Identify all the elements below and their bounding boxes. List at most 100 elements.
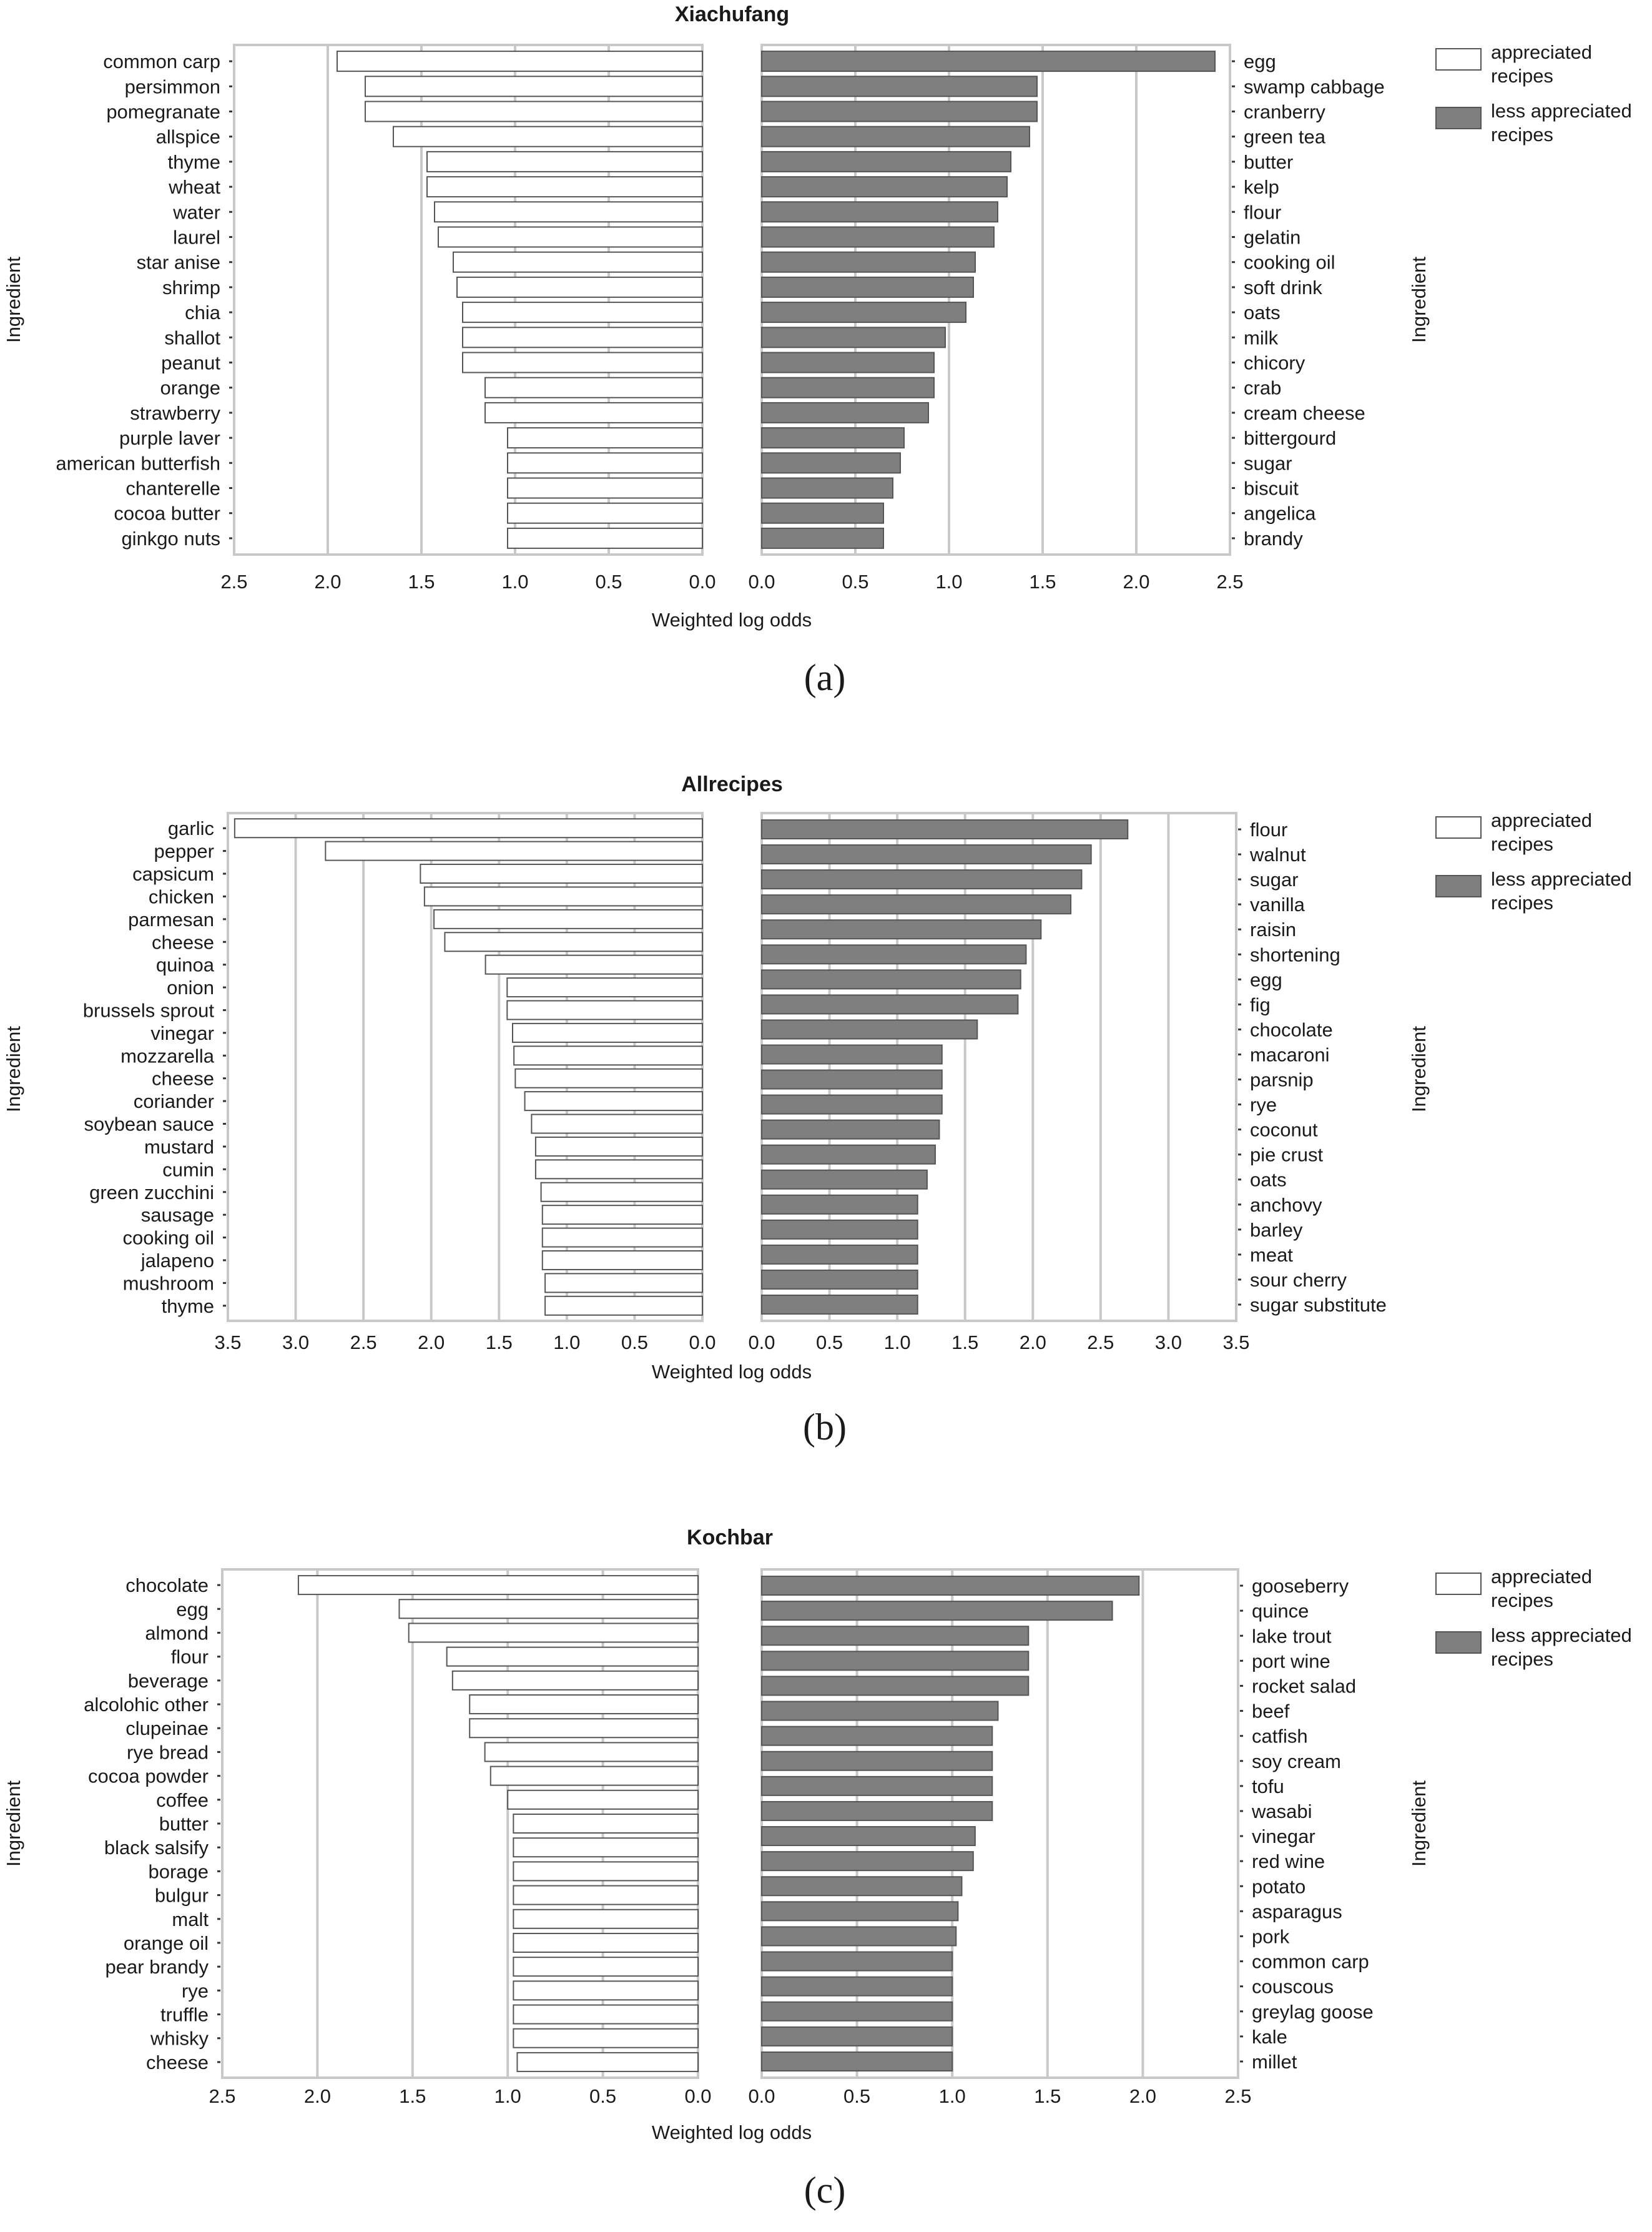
bar-less-appreciated: [761, 1926, 957, 1947]
bar-appreciated: [484, 377, 703, 398]
bar-less-appreciated: [761, 2051, 953, 2072]
legend-label-less-appreciated: recipes: [1491, 124, 1553, 146]
category-label: peanut: [161, 352, 220, 374]
category-label: vanilla: [1250, 894, 1305, 916]
bar-appreciated: [337, 51, 703, 72]
plot-frame-less-appreciated: [760, 1568, 1239, 2079]
bar-less-appreciated: [761, 126, 1030, 147]
bar-appreciated: [484, 1742, 699, 1762]
category-label: soybean sauce: [84, 1114, 214, 1135]
bar-appreciated: [469, 1694, 699, 1715]
category-label: chicken: [149, 886, 214, 907]
category-label: angelica: [1244, 503, 1316, 525]
category-label: butter: [1244, 151, 1293, 173]
category-label: sausage: [141, 1204, 214, 1226]
bar-appreciated: [513, 1932, 699, 1953]
bar-less-appreciated: [761, 276, 974, 298]
category-label: raisin: [1250, 919, 1296, 941]
bar-less-appreciated: [761, 1826, 976, 1847]
bar-less-appreciated: [761, 226, 995, 248]
category-label: cheese: [146, 2052, 209, 2073]
category-label: soy cream: [1252, 1751, 1341, 1772]
bar-appreciated: [516, 2052, 699, 2072]
x-tick-label: 1.5: [408, 571, 435, 593]
bar-less-appreciated: [761, 969, 1021, 990]
bar-less-appreciated: [761, 151, 1011, 172]
bar-less-appreciated: [761, 1269, 918, 1290]
bar-appreciated: [513, 2028, 699, 2048]
bar-less-appreciated: [761, 477, 893, 499]
category-label: allspice: [156, 126, 220, 148]
x-tick-label: 2.5: [209, 2085, 235, 2107]
bar-appreciated: [513, 1957, 699, 1977]
x-tick-label: 0.5: [621, 1331, 648, 1353]
category-label: sugar: [1244, 452, 1292, 474]
category-label: oats: [1244, 302, 1281, 323]
x-tick-label: 1.5: [399, 2085, 426, 2107]
category-label: garlic: [168, 817, 214, 839]
category-label: vinegar: [150, 1022, 214, 1044]
category-label: fig: [1250, 994, 1271, 1015]
category-label: pork: [1252, 1925, 1290, 1947]
bar-less-appreciated: [761, 101, 1038, 122]
bar-appreciated: [462, 302, 703, 323]
x-tick-label: 1.0: [553, 1331, 580, 1353]
legend-label-less-appreciated: less appreciated: [1491, 1624, 1632, 1646]
bar-less-appreciated: [761, 1219, 918, 1240]
y-axis-label-left: Ingredient: [2, 257, 24, 343]
category-label: sugar substitute: [1250, 1294, 1387, 1316]
x-tick-label: 2.5: [220, 571, 247, 593]
bar-appreciated: [513, 2004, 699, 2025]
bar-appreciated: [489, 1765, 699, 1786]
x-tick-label: 2.5: [350, 1331, 377, 1353]
x-tick-label: 2.5: [1224, 2085, 1251, 2107]
bar-appreciated: [234, 818, 704, 839]
bar-appreciated: [534, 1159, 704, 1180]
bar-less-appreciated: [761, 1876, 963, 1897]
bar-appreciated: [462, 327, 703, 348]
category-label: green zucchini: [89, 1182, 214, 1203]
bar-appreciated: [512, 1022, 703, 1043]
bar-less-appreciated: [761, 76, 1038, 97]
bar-less-appreciated: [761, 51, 1216, 72]
bar-less-appreciated: [761, 994, 1019, 1015]
category-label: parsnip: [1250, 1069, 1314, 1091]
x-tick-label: 0.0: [748, 2085, 775, 2107]
category-label: greylag goose: [1252, 2001, 1374, 2023]
bar-appreciated: [462, 352, 703, 373]
x-tick-label: 3.5: [214, 1331, 241, 1353]
bar-appreciated: [484, 402, 703, 423]
category-label: cheese: [152, 1068, 214, 1090]
bar-less-appreciated: [761, 1601, 1113, 1621]
bar-appreciated: [507, 477, 703, 499]
chart-title: Xiachufang: [675, 2, 789, 26]
bar-appreciated: [544, 1295, 703, 1316]
category-label: pear brandy: [106, 1956, 209, 1978]
x-axis-label: Weighted log odds: [652, 2121, 812, 2143]
bar-less-appreciated: [761, 1701, 999, 1721]
category-label: chocolate: [1250, 1019, 1333, 1040]
x-tick-label: 2.5: [1216, 571, 1243, 593]
category-label: rye: [1250, 1094, 1277, 1116]
x-tick-label: 1.0: [884, 1331, 911, 1353]
bar-less-appreciated: [761, 844, 1092, 865]
panel-label: (a): [804, 657, 846, 698]
bar-appreciated: [507, 502, 703, 524]
y-axis-label-left: Ingredient: [2, 1026, 24, 1112]
category-label: kale: [1252, 2026, 1287, 2048]
category-label: brussels sprout: [83, 999, 215, 1021]
bar-less-appreciated: [761, 894, 1072, 915]
category-label: flour: [1244, 201, 1281, 223]
bar-appreciated: [438, 226, 703, 248]
bar-less-appreciated: [761, 1676, 1030, 1696]
bar-less-appreciated: [761, 1144, 936, 1165]
legend-label-less-appreciated: less appreciated: [1491, 868, 1632, 890]
category-label: parmesan: [128, 909, 214, 931]
bar-less-appreciated: [761, 819, 1129, 840]
category-label: port wine: [1252, 1650, 1330, 1672]
bar-less-appreciated: [761, 1244, 918, 1265]
bar-appreciated: [426, 176, 703, 198]
bar-appreciated: [513, 1909, 699, 1929]
chart-panel-a: Xiachufang 0.0 0.5 1.0 1.5 2.0 2.5 common carp p…: [2, 2, 1632, 698]
bar-less-appreciated: [761, 1094, 943, 1115]
